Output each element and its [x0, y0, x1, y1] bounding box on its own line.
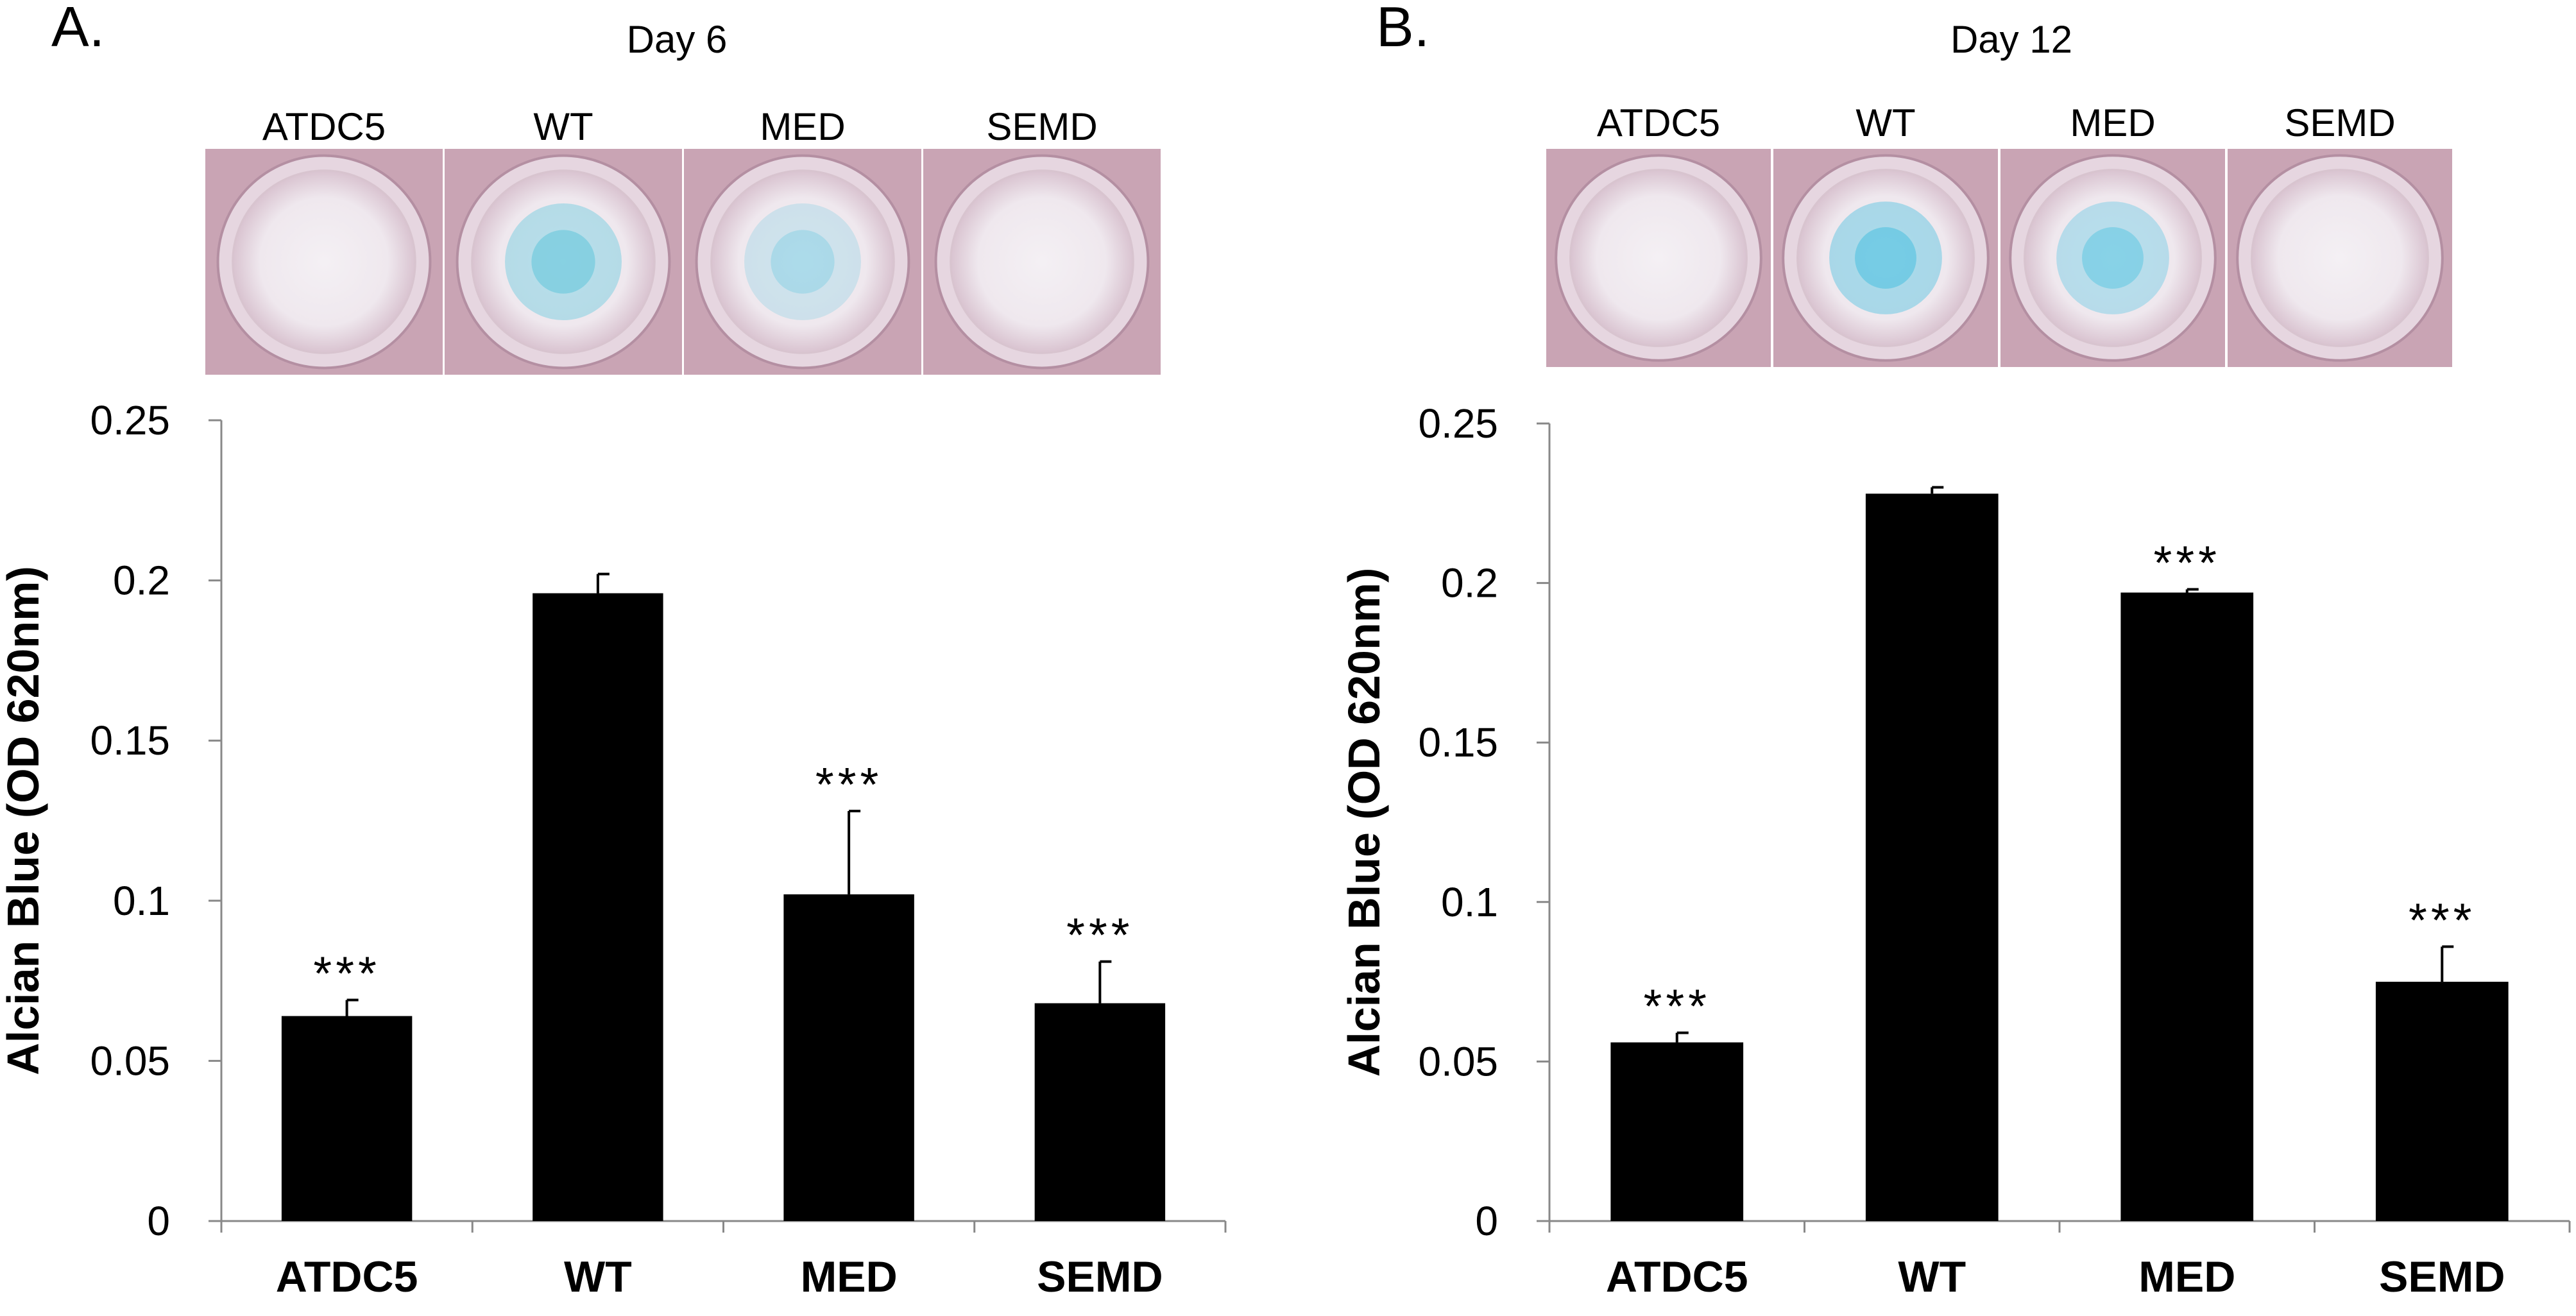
panel-a-bar-semd — [1034, 1003, 1166, 1221]
panel-a-category-label-atdc5: ATDC5 — [276, 1252, 418, 1301]
panel-b-well-wt: WT — [1773, 101, 1998, 367]
panel-a-well-interior — [950, 169, 1134, 354]
panel-a-category-label-wt: WT — [564, 1252, 632, 1301]
panel-b-bar-chart: 0 0.05 0.1 0.15 0.2 0.25 Alcian Blue (OD 620nm… — [1339, 400, 2571, 1301]
panel-b-well-med: MED — [2000, 101, 2225, 367]
panel-b-well-label: WT — [1855, 101, 1915, 144]
panel-a-letter: A. — [51, 0, 105, 58]
panel-b-day-label: Day 12 — [1950, 18, 2072, 61]
panel-b-y-tick-label: 0 — [1475, 1198, 1498, 1244]
panel-b-letter: B. — [1376, 0, 1429, 58]
panel-b-well-stain-core — [1855, 227, 1916, 289]
panel-a-y-axis-label: Alcian Blue (OD 620nm) — [0, 566, 48, 1075]
panel-b-y-tick-label: 0.1 — [1441, 879, 1498, 925]
panel-b-bar-med — [2120, 592, 2254, 1221]
panel-b-bar-wt — [1865, 493, 1999, 1221]
panel-a-category-label-med: MED — [801, 1252, 898, 1301]
panel-b-category-label-semd: SEMD — [2379, 1252, 2505, 1301]
panel-a-well-semd: SEMD — [923, 105, 1161, 375]
panel-a-well-atdc5: ATDC5 — [205, 105, 443, 375]
panel-a-well-images: ATDC5 WT MED SEMD — [205, 105, 1161, 375]
panel-a-well-stain-outer — [744, 203, 861, 320]
panel-a-well-stain-core — [771, 230, 835, 294]
panel-a-well-interior — [232, 169, 416, 354]
panel-a-well-label: WT — [533, 105, 593, 148]
panel-b-category-label-med: MED — [2138, 1252, 2235, 1301]
panel-a-well-label: ATDC5 — [262, 105, 386, 148]
panel-a-bar-atdc5 — [281, 1016, 413, 1221]
panel-a-well-wt: WT — [445, 105, 682, 375]
panel-b-significance-atdc5: *** — [1644, 980, 1710, 1033]
panel-b-bar-semd — [2375, 982, 2509, 1221]
panel-b-well-interior — [2251, 169, 2429, 347]
panel-b-y-tick-label: 0.25 — [1418, 400, 1498, 447]
panel-a-y-tick-label: 0 — [147, 1198, 170, 1244]
panel-b-well-semd: SEMD — [2228, 101, 2452, 367]
panel-b-well-stain-core — [2082, 227, 2144, 289]
panel-a-bar-wt — [533, 593, 663, 1221]
panel-a-well-label: MED — [760, 105, 845, 148]
panel-a-y-tick-label: 0.25 — [90, 397, 170, 443]
panel-a-significance-semd: *** — [1066, 909, 1133, 962]
panel-a-day-label: Day 6 — [627, 18, 728, 61]
panel-b-significance-med: *** — [2154, 536, 2221, 590]
panel-a-significance-med: *** — [815, 758, 882, 811]
panel-b-category-label-wt: WT — [1898, 1252, 1966, 1301]
panel-b-well-label: ATDC5 — [1597, 101, 1720, 144]
panel-a-y-tick-label: 0.2 — [113, 558, 170, 604]
panel-b-bar-atdc5 — [1610, 1042, 1744, 1221]
panel-a-well-med: MED — [684, 105, 921, 375]
panel-b-significance-semd: *** — [2409, 893, 2475, 946]
panel-b-y-axis-label: Alcian Blue (OD 620nm) — [1339, 568, 1389, 1077]
panel-b-y-tick-label: 0.15 — [1418, 719, 1498, 765]
panel-b-well-atdc5: ATDC5 — [1546, 101, 1771, 367]
panel-a-well-interior — [710, 169, 895, 354]
panel-a-significance-atdc5: *** — [313, 947, 380, 1000]
panel-b-category-label-atdc5: ATDC5 — [1606, 1252, 1748, 1301]
panel-b-well-images: ATDC5 WT MED SEMD — [1546, 101, 2452, 367]
panel-a-y-tick-label: 0.15 — [90, 717, 170, 764]
panel-a-well-label: SEMD — [986, 105, 1097, 148]
panel-a-well-stain-core — [531, 230, 595, 294]
panel-a-bar-med — [783, 894, 914, 1221]
panel-a-y-tick-label: 0.05 — [90, 1038, 170, 1084]
panel-a-y-tick-label: 0.1 — [113, 878, 170, 924]
panel-a-bar-chart: 0 0.05 0.1 0.15 0.2 0.25 Alcian Blue (OD 620nm… — [0, 397, 1227, 1301]
panel-b-y-tick-label: 0.05 — [1418, 1038, 1498, 1084]
panel-b-well-label: MED — [2070, 101, 2155, 144]
panel-a-category-label-semd: SEMD — [1037, 1252, 1163, 1301]
panel-b-well-label: SEMD — [2284, 101, 2395, 144]
panel-b-well-interior — [1569, 169, 1748, 347]
panel-b-y-tick-label: 0.2 — [1441, 560, 1498, 606]
